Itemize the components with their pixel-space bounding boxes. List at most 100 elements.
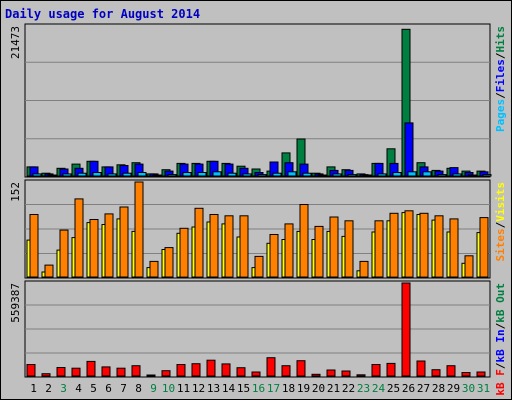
legend-label: Sites/Visits [494, 182, 507, 262]
bar [386, 362, 396, 377]
bar [191, 363, 201, 377]
bar [194, 207, 204, 278]
panel-hits-files-pages: 21473 Pages/Files/Hits [9, 23, 507, 178]
x-tick-label: 20 [312, 382, 325, 395]
bar [407, 171, 417, 177]
bar [374, 220, 384, 278]
y-max-label: 559387 [9, 283, 22, 323]
bar [44, 264, 54, 278]
legend-entry: Pages [494, 99, 507, 132]
bar [356, 374, 366, 377]
x-tick-label: 5 [90, 382, 97, 395]
bar [41, 373, 51, 377]
bar [419, 212, 429, 278]
bar [362, 174, 372, 177]
bar [104, 213, 114, 278]
bar [266, 357, 276, 377]
bar [431, 369, 441, 377]
bar [56, 367, 66, 377]
y-max-label: 152 [9, 182, 22, 202]
bar [296, 360, 306, 377]
legend-separator: / [494, 221, 507, 228]
x-tick-label: 4 [75, 382, 82, 395]
x-tick-label: 3 [60, 382, 67, 395]
series-pages [32, 171, 492, 177]
bar [467, 174, 477, 177]
bar [269, 234, 279, 278]
bar [332, 173, 342, 177]
bar [242, 173, 252, 177]
chart-title: Daily usage for August 2014 [5, 7, 200, 21]
x-tick-label: 10 [162, 382, 175, 395]
bar [236, 367, 246, 377]
legend-separator: / [494, 92, 507, 99]
x-axis-labels: 1 2 3 4 5 6 7 8 9 10 11 12 13 14 15 16 17 18 19 20 21 22 23 24 2… [30, 382, 490, 395]
legend-entry: kB F [494, 369, 507, 396]
x-tick-label: 26 [402, 382, 415, 395]
x-tick-label: 18 [282, 382, 295, 395]
x-tick-label: 11 [177, 382, 190, 395]
bar [272, 172, 282, 177]
bar [161, 370, 171, 377]
series-kb-f [26, 282, 486, 377]
bar [134, 181, 144, 278]
y-max-label: 21473 [9, 26, 22, 59]
bar [404, 210, 414, 278]
bar [392, 172, 402, 177]
bar [206, 359, 216, 377]
x-tick-label: 17 [267, 382, 280, 395]
legend-entry: kB In [494, 329, 507, 362]
x-tick-label: 22 [342, 382, 355, 395]
bar [227, 172, 237, 177]
bar [107, 173, 117, 177]
bar [59, 229, 69, 278]
bar [401, 282, 411, 377]
legend-separator: / [494, 322, 507, 329]
bar [47, 174, 57, 177]
bar [437, 174, 447, 177]
legend-entry: kB Out [494, 283, 507, 323]
x-tick-label: 2 [45, 382, 52, 395]
legend-entry: Visits [494, 182, 507, 222]
x-tick-label: 8 [135, 382, 142, 395]
x-tick-label: 29 [447, 382, 460, 395]
bar [341, 370, 351, 377]
x-tick-label: 28 [432, 382, 445, 395]
x-tick-label: 16 [252, 382, 265, 395]
bar [239, 215, 249, 278]
bar [29, 214, 39, 278]
bar [197, 172, 207, 177]
x-tick-label: 13 [207, 382, 220, 395]
bar [449, 218, 459, 278]
bar [329, 216, 339, 278]
bar [89, 219, 99, 278]
x-tick-label: 12 [192, 382, 205, 395]
bar [476, 371, 486, 377]
bar [404, 122, 414, 177]
bar [149, 260, 159, 278]
bar [257, 174, 267, 177]
bar [137, 172, 147, 177]
bar [92, 172, 102, 177]
bar [74, 198, 84, 278]
bar [461, 372, 471, 377]
bar [146, 374, 156, 377]
bar [359, 260, 369, 278]
x-tick-label: 21 [327, 382, 340, 395]
bar [434, 215, 444, 278]
bar [254, 255, 264, 278]
bar [32, 173, 42, 177]
x-tick-label: 1 [30, 382, 37, 395]
bar [344, 220, 354, 278]
legend-label: Pages/Files/Hits [494, 26, 507, 132]
bar [122, 172, 132, 177]
legend-separator: / [494, 362, 507, 369]
series-files [29, 122, 489, 177]
bar [389, 212, 399, 278]
bar [281, 365, 291, 377]
bar [479, 217, 489, 278]
bar [422, 171, 432, 177]
legend-entry: Sites [494, 228, 507, 261]
bar [314, 225, 324, 278]
